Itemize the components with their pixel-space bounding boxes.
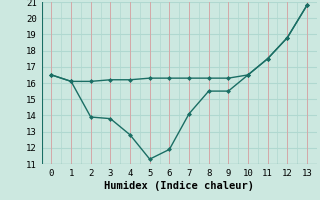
X-axis label: Humidex (Indice chaleur): Humidex (Indice chaleur) bbox=[104, 181, 254, 191]
